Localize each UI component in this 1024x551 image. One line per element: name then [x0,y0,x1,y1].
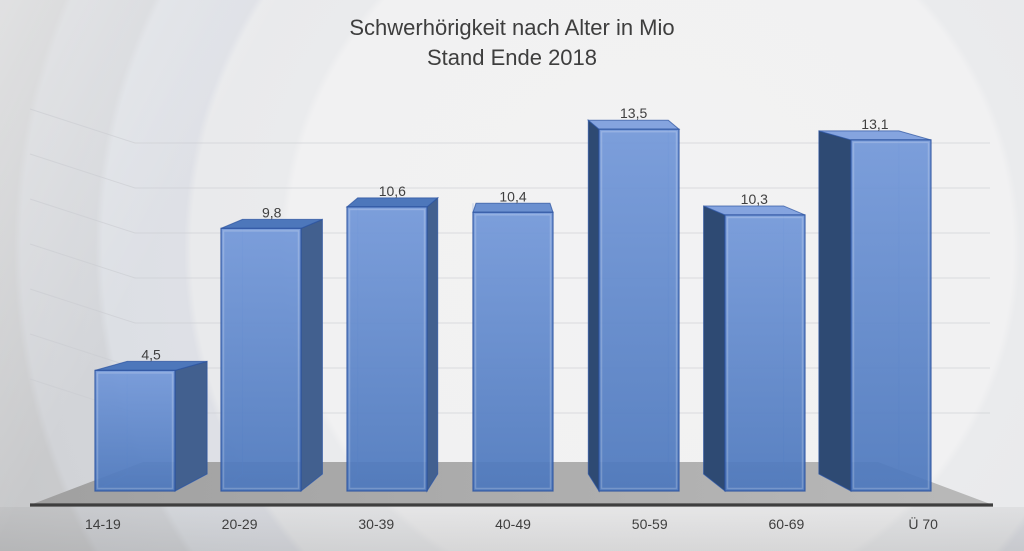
value-label: 10,3 [741,191,768,207]
bar-30-39: 10,6 [345,183,440,493]
bar-front-bevel [96,372,174,490]
bar-top-face [345,197,440,208]
bar-Ü 70: 13,1 [818,116,932,492]
bar-front-bevel [852,141,930,490]
bar-front-bevel [600,130,678,490]
category-label: Ü 70 [908,515,938,532]
category-label: 20-29 [222,516,258,532]
chart-title-block: Schwerhörigkeit nach Alter in Mio Stand … [0,13,1024,73]
bar-front-face [598,128,680,492]
bar-50-59: 13,5 [586,105,681,493]
bar-front-face [346,206,428,492]
value-label: 10,6 [379,183,406,199]
bar-side-face [703,205,726,493]
bar-side-face [587,119,600,493]
value-label: 9,8 [262,204,282,220]
bar-front-bevel [348,208,426,490]
bar-front-face [472,211,554,492]
bar-side-face [818,130,852,492]
value-label: 4,5 [141,346,161,362]
bar-side-face [174,360,208,492]
chart-title: Schwerhörigkeit nach Alter in Mio [349,15,675,40]
bar-20-29: 9,8 [220,204,324,493]
value-label: 13,5 [620,105,647,121]
category-label: 30-39 [358,516,394,532]
grid-line [29,108,990,144]
bar-front-face [94,369,176,492]
bar-front-bevel [474,214,552,490]
category-label: 50-59 [632,516,668,532]
grid-line [29,153,990,189]
bar-side-face [300,218,323,493]
bar-front-face [850,139,932,492]
category-label: 14-19 [85,516,121,532]
bar-front-face [724,214,806,492]
bar-front-bevel [726,216,804,490]
bar-top-face [472,202,554,213]
bar-side-face [426,196,439,493]
category-label: 40-49 [495,516,531,532]
bar-top-face [586,119,681,130]
bar-60-69: 10,3 [702,191,806,493]
bar-40-49: 10,4 [472,188,554,492]
value-label: 10,4 [499,188,526,204]
bar-front-face [220,227,302,492]
chart-subtitle: Stand Ende 2018 [426,45,598,70]
value-label: 13,1 [861,116,888,132]
bar-14-19: 4,5 [94,346,208,492]
bar-front-bevel [222,230,300,490]
category-label: 60-69 [769,516,805,532]
